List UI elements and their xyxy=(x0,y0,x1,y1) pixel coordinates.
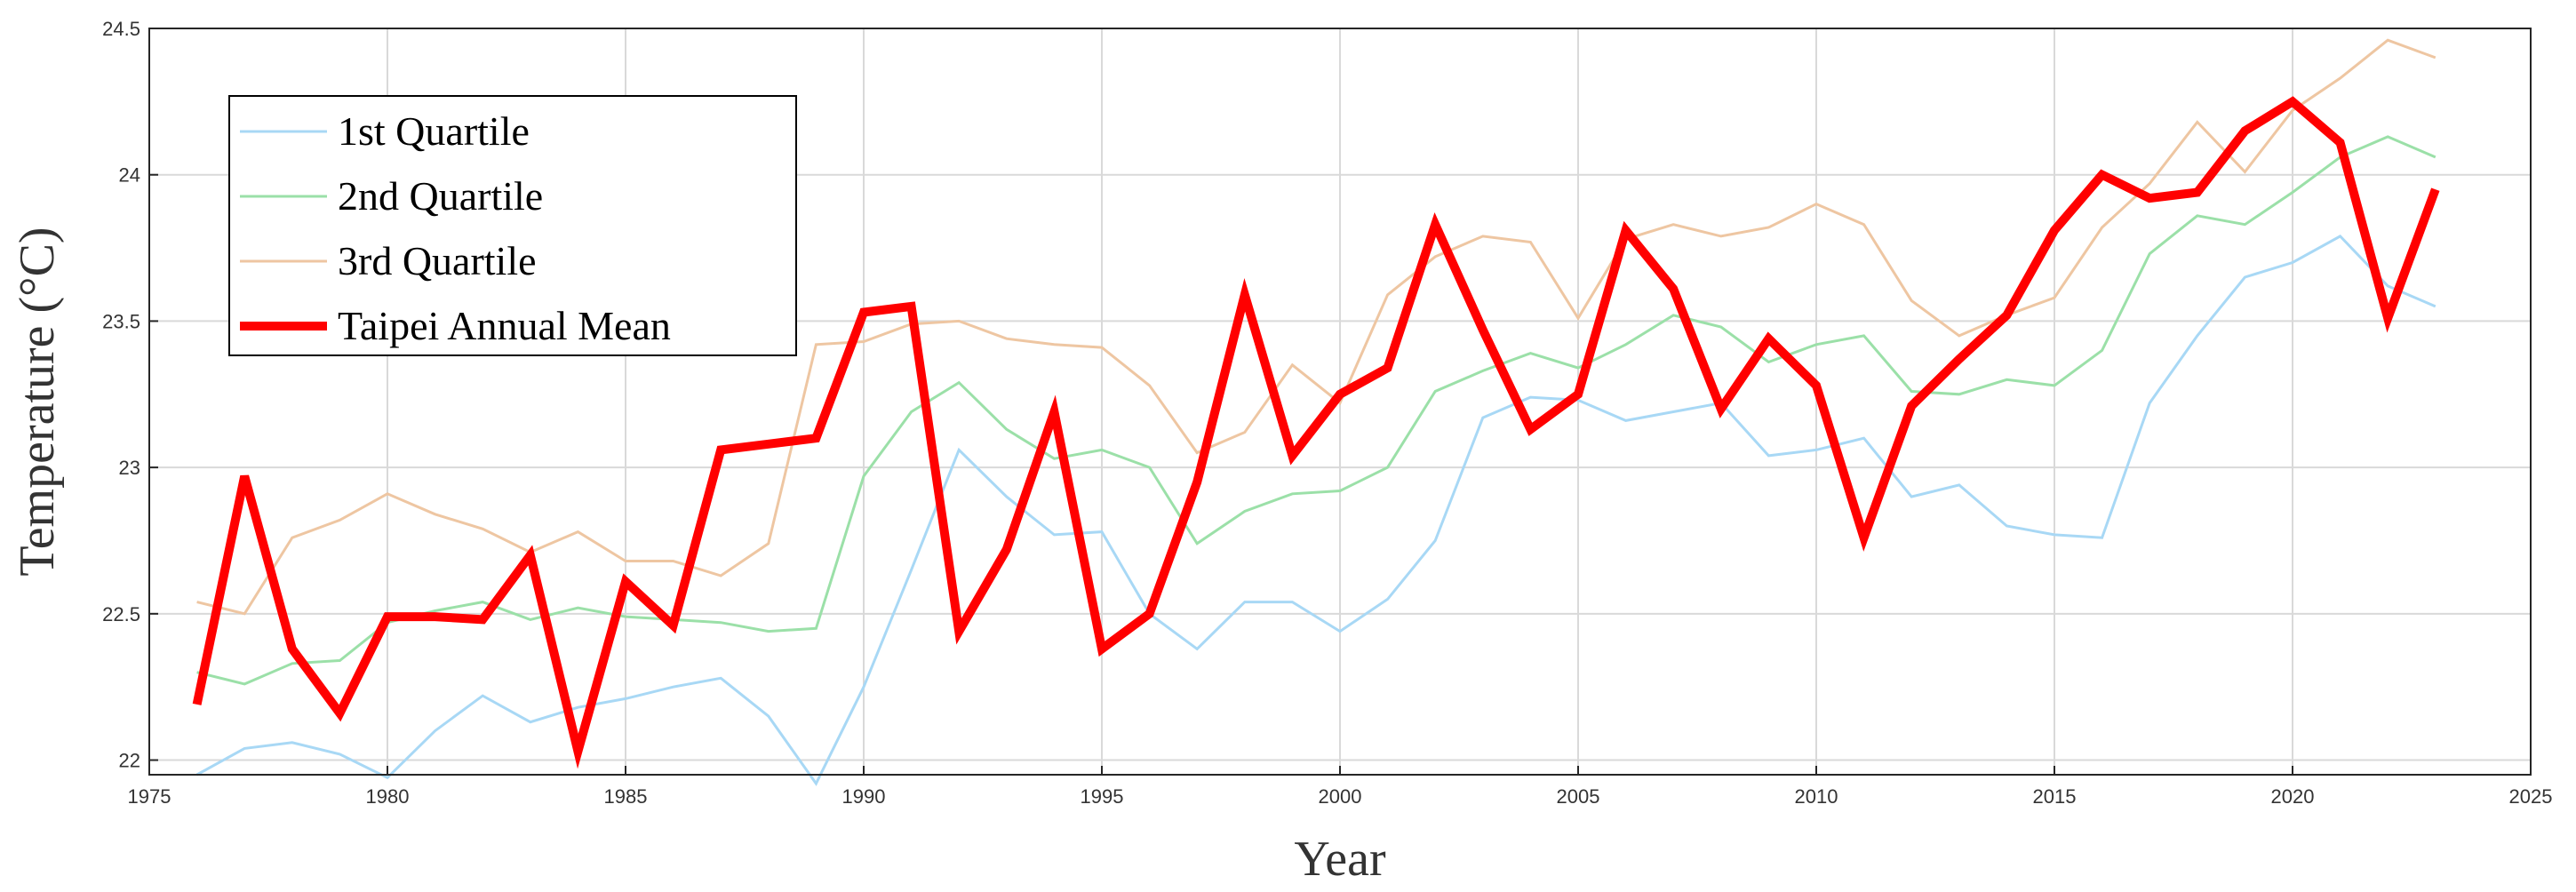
legend-box xyxy=(228,95,797,356)
y-tick-label: 24 xyxy=(119,164,140,187)
y-axis-ticks: 22 22.5 23 23.5 24 24.5 xyxy=(102,18,158,772)
x-axis-title: Year xyxy=(1294,832,1386,887)
y-tick-label: 24.5 xyxy=(102,18,140,40)
legend-label: Taipei Annual Mean xyxy=(338,303,671,348)
series-lines xyxy=(192,38,2440,786)
x-tick-label: 1985 xyxy=(604,785,648,808)
x-tick-label: 2020 xyxy=(2271,785,2315,808)
y-axis-title: Temperature (°C) xyxy=(10,227,65,576)
series-line-4 xyxy=(192,96,2440,769)
y-tick-label: 22.5 xyxy=(102,603,140,625)
x-tick-label: 1980 xyxy=(366,785,410,808)
legend-label: 3rd Quartile xyxy=(338,238,537,283)
x-tick-label: 1995 xyxy=(1081,785,1124,808)
x-tick-label: 2005 xyxy=(1557,785,1600,808)
x-axis-ticks: 1975 1980 1985 1990 1995 2000 2005 2010 2015 2020… xyxy=(128,766,2553,808)
x-tick-label: 2010 xyxy=(1795,785,1838,808)
x-tick-label: 1975 xyxy=(128,785,171,808)
y-tick-label: 23.5 xyxy=(102,310,140,332)
x-tick-label: 1990 xyxy=(842,785,886,808)
series-line-3 xyxy=(196,38,2436,616)
series-line-2 xyxy=(196,135,2436,686)
x-tick-label: 2000 xyxy=(1319,785,1362,808)
legend-label: 2nd Quartile xyxy=(338,173,543,219)
y-tick-label: 23 xyxy=(119,457,140,479)
y-tick-label: 22 xyxy=(119,750,140,772)
x-tick-label: 2025 xyxy=(2509,785,2553,808)
legend-label: 1st Quartile xyxy=(338,108,530,154)
x-tick-label: 2015 xyxy=(2033,785,2077,808)
legend: 1st Quartile 2nd Quartile 3rd Quartile Taip… xyxy=(228,95,797,356)
